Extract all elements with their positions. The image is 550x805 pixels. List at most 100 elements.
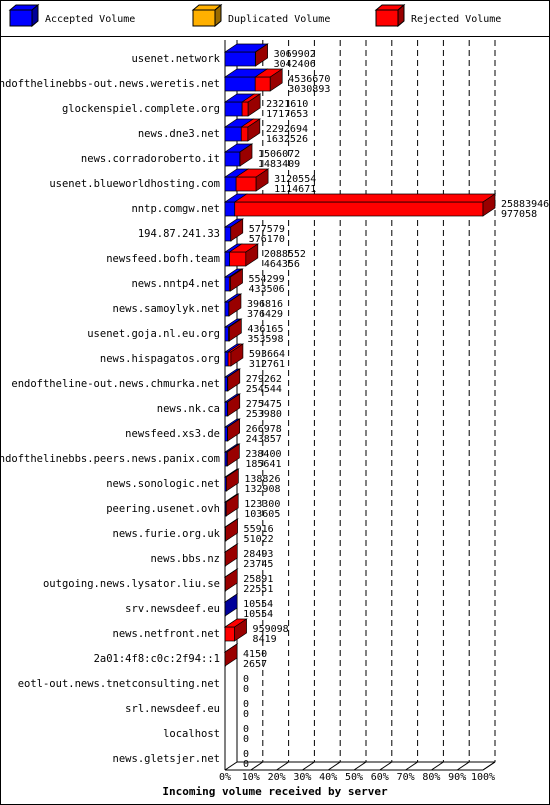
x-tick-label: 100% [471, 772, 495, 783]
value-label: 1506072 [258, 149, 300, 160]
value-label: 25891 [243, 574, 273, 585]
rejected-bar-side [224, 568, 238, 592]
y-tick-label: outgoing.news.lysator.liu.se [43, 578, 220, 590]
accepted-bar [224, 426, 228, 442]
legend-label: Accepted Volume [45, 14, 135, 25]
y-tick-label: news.samoylyk.net [113, 303, 220, 315]
value-label: 3042406 [274, 59, 316, 70]
value-label: 3069902 [274, 49, 316, 60]
value-label: 243857 [246, 434, 282, 445]
chart-title: Incoming volume received by server [162, 785, 388, 798]
y-tick-label: glockenspiel.complete.org [62, 103, 220, 115]
y-tick-label: news.dne3.net [138, 128, 220, 140]
x-tick-label: 50% [345, 772, 363, 783]
x-tick-label: 60% [371, 772, 389, 783]
value-label: 376429 [247, 309, 283, 320]
value-label: 0 [243, 724, 249, 735]
rejected-bar-side [230, 218, 244, 242]
y-tick-label: eotl-out.news.tnetconsulting.net [18, 678, 220, 690]
value-label: 0 [243, 759, 249, 770]
rejected-bar-side [225, 518, 238, 542]
value-label: 22551 [243, 584, 273, 595]
tick-mark [456, 761, 470, 771]
accepted-bar-side [224, 593, 238, 617]
value-label: 279262 [246, 374, 282, 385]
y-tick-label: usenet.blueworldhosting.com [49, 178, 220, 190]
accepted-bar [224, 326, 229, 342]
x-tick-label: 90% [448, 772, 466, 783]
rejected-bar-side [227, 393, 241, 417]
y-tick-label: nntp.comgw.net [131, 203, 220, 215]
value-label: 2088552 [264, 249, 306, 260]
value-label: 576170 [249, 234, 285, 245]
value-label: 238400 [245, 449, 281, 460]
legend-swatch-side [214, 3, 222, 28]
value-label: 132908 [244, 484, 280, 495]
rejected-bar-side [228, 318, 242, 342]
accepted-bar [224, 401, 228, 417]
accepted-bar [224, 101, 243, 117]
value-label: 0 [243, 749, 249, 760]
rejected-bar-side [227, 368, 241, 392]
y-tick-label: newsfeed.bofh.team [106, 253, 220, 265]
y-tick-label: 194.87.241.33 [138, 228, 220, 240]
value-label: 1114671 [274, 184, 316, 195]
y-tick-label: localhost [163, 728, 220, 740]
value-label: 1717653 [266, 109, 308, 120]
value-label: 0 [243, 684, 249, 695]
accepted-bar [224, 301, 230, 317]
y-tick-label: news.sonologic.net [106, 478, 220, 490]
rejected-bar [227, 351, 232, 367]
value-label: 312761 [249, 359, 285, 370]
tick-mark [302, 761, 315, 771]
value-label: 10554 [243, 609, 273, 620]
value-label: 8419 [253, 634, 277, 645]
rejected-bar-side [227, 418, 241, 442]
x-tick-label: 10% [242, 772, 260, 783]
legend-label: Rejected Volume [411, 14, 501, 25]
y-tick-label: news.corradoroberto.it [81, 153, 220, 165]
accepted-bar [224, 176, 237, 192]
y-tick-label: news.hispagatos.org [100, 353, 220, 365]
rejected-bar-side [482, 193, 496, 217]
value-label: 103605 [244, 509, 280, 520]
rejected-bar-side [255, 168, 269, 192]
x-tick-label: 0% [219, 772, 231, 783]
y-tick-label: news.bbs.nz [150, 553, 220, 565]
value-label: 0 [243, 709, 249, 720]
tick-mark [327, 761, 341, 771]
rejected-bar-side [224, 543, 238, 567]
value-label: 185641 [245, 459, 281, 470]
rejected-bar-side [245, 243, 259, 267]
legend-swatch [192, 9, 216, 27]
tick-mark [250, 761, 264, 771]
tick-mark [379, 761, 393, 771]
accepted-bar [224, 201, 236, 217]
y-tick-label: usenet.network [131, 53, 220, 65]
rejected-bar-side [247, 118, 261, 142]
accepted-bar [224, 226, 232, 242]
tick-mark [276, 761, 289, 771]
x-tick-label: 20% [268, 772, 286, 783]
rejected-bar-side [226, 468, 239, 492]
y-tick-label: news.furie.org.uk [113, 528, 221, 540]
y-tick-label: peering.usenet.ovh [106, 503, 220, 515]
value-label: 2321610 [266, 99, 308, 110]
y-tick-label: srv.newsdeef.eu [125, 603, 220, 615]
value-label: 2292694 [266, 124, 308, 135]
value-label: 554299 [249, 274, 285, 285]
value-label: 0 [243, 734, 249, 745]
y-tick-label: usenet.goja.nl.eu.org [87, 328, 220, 340]
y-tick-label: news.netfront.net [113, 628, 220, 640]
y-tick-label: endofthelinebbs-out.news.weretis.net [0, 78, 220, 90]
rejected-bar [224, 626, 235, 642]
y-tick-label: news.nntp4.net [131, 278, 220, 290]
rejected-bar [254, 76, 271, 92]
value-label: 55916 [244, 524, 274, 535]
value-label: 436165 [247, 324, 283, 335]
value-label: 396816 [247, 299, 283, 310]
y-tick-label: endofthelinebbs.peers.news.panix.com [0, 453, 220, 465]
rejected-bar [235, 176, 257, 192]
accepted-bar [224, 251, 230, 267]
legend-label: Duplicated Volume [228, 14, 330, 25]
